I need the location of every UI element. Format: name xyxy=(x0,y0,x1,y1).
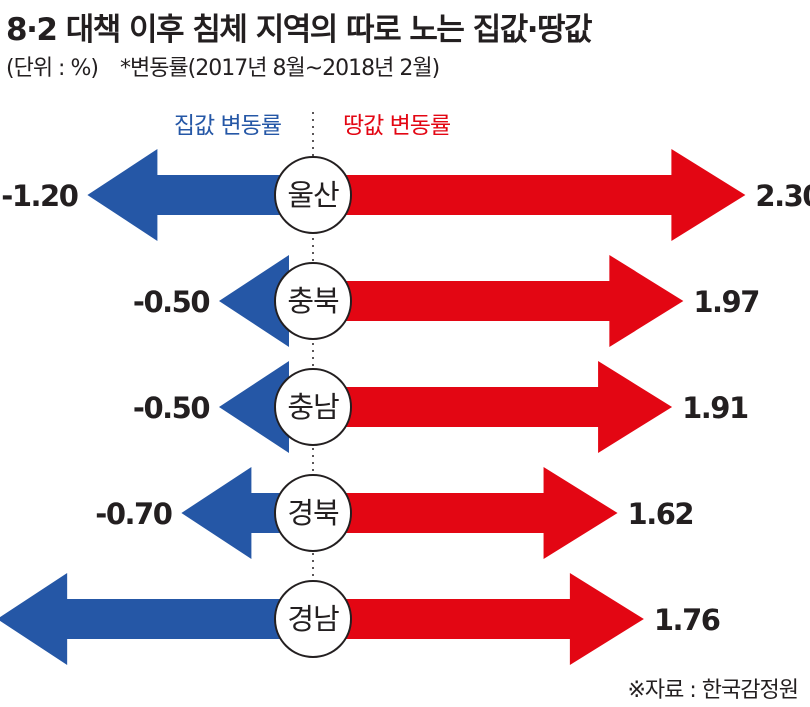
region-label: 충북 xyxy=(287,284,339,318)
land-arrow xyxy=(313,467,618,559)
period-note: *변동률(2017년 8월~2018년 2월) xyxy=(119,56,440,81)
house-value-label: -1.20 xyxy=(1,179,77,213)
region-circle xyxy=(274,580,352,658)
region-circle xyxy=(274,156,352,234)
house-arrow xyxy=(219,361,313,453)
legend-house: 집값 변동률 xyxy=(174,113,281,139)
region-circle xyxy=(274,474,352,552)
chart-subtitle: (단위 : %) *변동률(2017년 8월~2018년 2월) xyxy=(6,50,440,82)
legend-land: 땅값 변동률 xyxy=(343,113,450,139)
land-value-label: 1.97 xyxy=(693,285,759,319)
house-arrow xyxy=(87,149,314,241)
land-value-label: 1.91 xyxy=(682,391,748,425)
region-label: 경북 xyxy=(287,496,339,530)
land-value-label: 2.30 xyxy=(755,179,810,213)
land-arrow xyxy=(313,573,644,665)
chart-title: 8·2 대책 이후 침체 지역의 따로 노는 집값·땅값 xyxy=(6,12,593,48)
region-label: 경남 xyxy=(287,602,339,636)
house-value-label: -0.50 xyxy=(133,285,209,319)
land-value-label: 1.76 xyxy=(654,603,720,637)
land-arrow xyxy=(313,255,684,347)
house-value-label: -0.70 xyxy=(95,497,171,531)
region-circle xyxy=(274,262,352,340)
land-arrow xyxy=(313,361,673,453)
house-value-label: -0.50 xyxy=(133,391,209,425)
land-value-label: 1.62 xyxy=(628,497,694,531)
source-note: ※자료 : 한국감정원 xyxy=(627,678,799,703)
region-circle xyxy=(274,368,352,446)
region-label: 울산 xyxy=(287,178,339,212)
house-arrow xyxy=(0,573,313,665)
region-label: 충남 xyxy=(287,390,339,424)
land-arrow xyxy=(313,149,746,241)
house-arrow xyxy=(181,467,313,559)
house-arrow xyxy=(219,255,313,347)
unit-note: (단위 : %) xyxy=(6,56,99,81)
